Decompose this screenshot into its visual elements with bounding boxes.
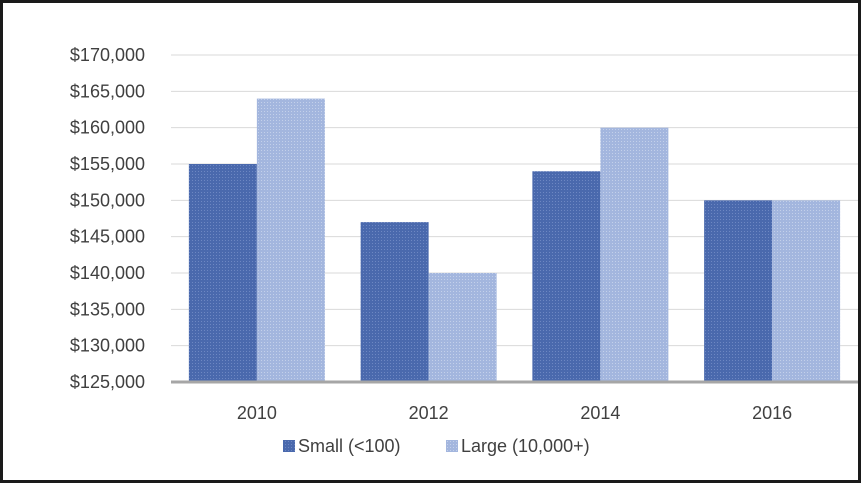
y-tick-label: $160,000 — [70, 118, 145, 138]
y-tick-label: $135,000 — [70, 299, 145, 319]
bar-small-2012 — [360, 222, 429, 382]
bar-large-2012 — [428, 273, 497, 382]
bar-large-2014 — [600, 127, 669, 383]
bar-small-2010 — [188, 164, 257, 382]
legend-label-large: Large (10,000+) — [461, 436, 590, 456]
y-tick-label: $165,000 — [70, 81, 145, 101]
bars — [188, 98, 841, 383]
bar-small-2014 — [532, 171, 601, 382]
bar-large-2016 — [772, 200, 841, 382]
y-tick-label: $130,000 — [70, 336, 145, 356]
bar-small-2016 — [704, 200, 773, 382]
y-tick-label: $145,000 — [70, 227, 145, 247]
y-tick-label: $170,000 — [70, 45, 145, 65]
x-axis-category-labels: 2010 2012 2014 2016 — [237, 403, 792, 423]
bar-chart: $125,000 $130,000 $135,000 $140,000 $145,000… — [70, 45, 858, 456]
x-tick-label: 2016 — [752, 403, 792, 423]
x-tick-label: 2014 — [580, 403, 620, 423]
y-tick-label: $140,000 — [70, 263, 145, 283]
x-tick-label: 2012 — [409, 403, 449, 423]
legend-swatch-large — [446, 440, 458, 452]
legend-swatch-small — [283, 440, 295, 452]
legend: Small (<100) Large (10,000+) — [283, 436, 590, 456]
y-tick-label: $125,000 — [70, 372, 145, 392]
y-axis-tick-labels: $125,000 $130,000 $135,000 $140,000 $145,000… — [70, 45, 145, 392]
legend-label-small: Small (<100) — [298, 436, 401, 456]
y-tick-label: $150,000 — [70, 190, 145, 210]
bar-large-2010 — [256, 98, 325, 382]
y-tick-label: $155,000 — [70, 154, 145, 174]
x-tick-label: 2010 — [237, 403, 277, 423]
